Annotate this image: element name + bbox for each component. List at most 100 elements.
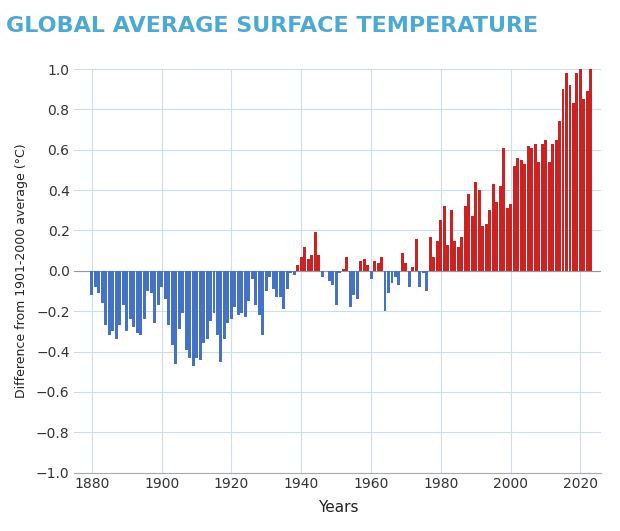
Bar — [140, 271, 142, 336]
Bar — [446, 245, 450, 271]
Bar — [170, 271, 174, 346]
Bar — [104, 271, 107, 326]
Bar — [244, 271, 247, 317]
Bar — [492, 184, 495, 271]
Bar — [195, 271, 198, 357]
Bar — [453, 241, 456, 271]
Bar — [338, 271, 341, 273]
Bar — [408, 271, 411, 287]
Bar — [464, 206, 467, 271]
Y-axis label: Difference from 1901-2000 average (°C): Difference from 1901-2000 average (°C) — [15, 143, 27, 398]
Bar — [516, 158, 519, 271]
Bar — [157, 271, 159, 305]
Bar — [488, 210, 491, 271]
Bar — [394, 271, 397, 277]
Bar — [352, 271, 355, 295]
Bar — [286, 271, 289, 289]
Bar — [132, 271, 135, 327]
Bar — [143, 271, 146, 319]
Bar — [160, 271, 163, 287]
Bar — [164, 271, 167, 299]
Bar — [108, 271, 111, 336]
Bar — [262, 271, 264, 336]
Bar — [219, 271, 223, 362]
Bar — [376, 263, 379, 271]
Bar — [436, 241, 439, 271]
Bar — [534, 144, 536, 271]
Bar — [359, 261, 362, 271]
Bar — [101, 271, 104, 303]
Bar — [241, 271, 244, 313]
Bar — [272, 271, 275, 289]
Bar — [366, 265, 369, 271]
Bar — [185, 271, 188, 349]
Bar — [547, 162, 551, 271]
Bar — [569, 85, 572, 271]
Bar — [391, 271, 394, 283]
Bar — [412, 267, 414, 271]
Bar — [471, 216, 474, 271]
Bar — [418, 271, 422, 287]
Bar — [251, 271, 254, 279]
Bar — [209, 271, 212, 321]
Bar — [118, 271, 122, 326]
Bar — [192, 271, 195, 366]
Bar — [429, 236, 432, 271]
Bar — [146, 271, 149, 291]
Bar — [363, 259, 366, 271]
Bar — [404, 263, 407, 271]
Bar — [380, 256, 383, 271]
Bar — [153, 271, 156, 323]
Bar — [94, 271, 97, 287]
Bar — [590, 35, 593, 271]
Bar — [415, 238, 418, 271]
Bar — [356, 271, 358, 299]
Bar — [317, 255, 320, 271]
Bar — [509, 204, 512, 271]
Bar — [307, 259, 310, 271]
Bar — [213, 271, 216, 313]
Bar — [136, 271, 139, 333]
Bar — [198, 271, 202, 359]
Bar — [432, 256, 435, 271]
Bar — [526, 145, 529, 271]
Bar — [230, 271, 233, 319]
Bar — [481, 226, 484, 271]
Bar — [582, 99, 585, 271]
Bar — [467, 194, 470, 271]
Bar — [223, 271, 226, 339]
Bar — [310, 255, 313, 271]
Bar — [122, 271, 125, 305]
Bar — [282, 271, 285, 309]
Bar — [335, 271, 338, 305]
Bar — [348, 271, 352, 307]
Bar — [478, 190, 481, 271]
Bar — [188, 271, 191, 357]
Bar — [115, 271, 118, 339]
Bar — [537, 162, 540, 271]
Bar — [579, 65, 582, 271]
Bar — [530, 148, 533, 271]
Bar — [523, 164, 526, 271]
Bar — [342, 269, 345, 271]
Bar — [544, 140, 547, 271]
Bar — [586, 91, 589, 271]
Bar — [373, 261, 376, 271]
Bar — [422, 271, 425, 273]
Bar — [314, 233, 317, 271]
Bar — [206, 271, 208, 339]
Bar — [177, 271, 180, 329]
Bar — [328, 271, 330, 281]
X-axis label: Years: Years — [317, 500, 358, 515]
Bar — [370, 271, 373, 279]
Bar — [300, 256, 303, 271]
Bar — [495, 202, 498, 271]
Bar — [558, 122, 561, 271]
Bar — [293, 271, 296, 275]
Bar — [321, 271, 324, 277]
Bar — [258, 271, 261, 315]
Bar — [129, 271, 131, 319]
Bar — [331, 271, 334, 285]
Bar — [174, 271, 177, 364]
Bar — [443, 206, 446, 271]
